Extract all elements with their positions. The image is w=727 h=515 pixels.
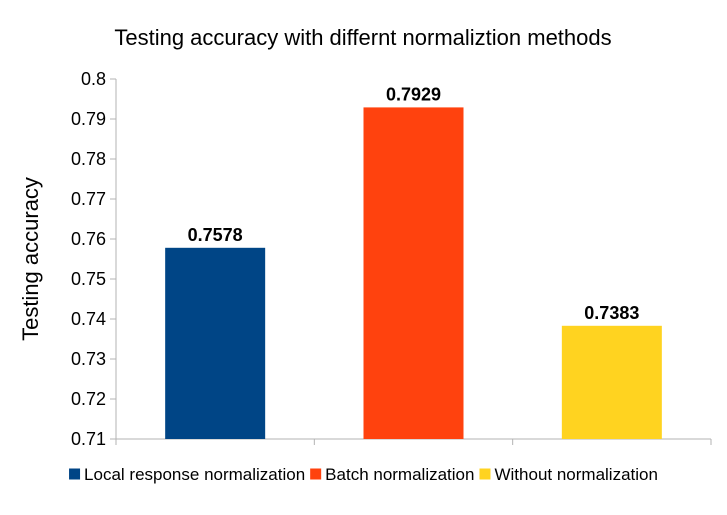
legend-label: Batch normalization (325, 465, 474, 484)
y-tick-label: 0.8 (81, 69, 106, 89)
y-tick-label: 0.78 (71, 149, 106, 169)
legend-swatch (310, 468, 322, 480)
y-tick-label: 0.76 (71, 229, 106, 249)
legend-label: Local response normalization (84, 465, 305, 484)
y-tick-label: 0.75 (71, 269, 106, 289)
chart-title: Testing accuracy with differnt normalizt… (114, 25, 611, 50)
y-axis: 0.71 0.72 0.73 0.74 0.75 0.76 0.77 0.78 0.79 0.8 (71, 69, 712, 449)
bars (165, 107, 662, 440)
bar (363, 107, 464, 440)
y-tick-label: 0.79 (71, 109, 106, 129)
y-tick-label: 0.71 (71, 429, 106, 449)
bar (165, 247, 266, 439)
legend-label: Without normalization (494, 465, 657, 484)
y-tick-label: 0.73 (71, 349, 106, 369)
y-tick-label: 0.72 (71, 389, 106, 409)
y-tick-label: 0.74 (71, 309, 106, 329)
legend: Local response normalization Batch normal… (69, 465, 658, 484)
y-tick-label: 0.77 (71, 189, 106, 209)
bar-data-label: 0.7929 (386, 84, 441, 104)
bar (561, 325, 662, 439)
data-labels: 0.7578 0.7929 0.7383 (188, 84, 640, 322)
bar-data-label: 0.7578 (188, 225, 243, 245)
bar-data-label: 0.7383 (584, 303, 639, 323)
y-axis-title: Testing accuracy (18, 177, 43, 341)
legend-swatch (479, 468, 491, 480)
legend-swatch (69, 468, 81, 480)
